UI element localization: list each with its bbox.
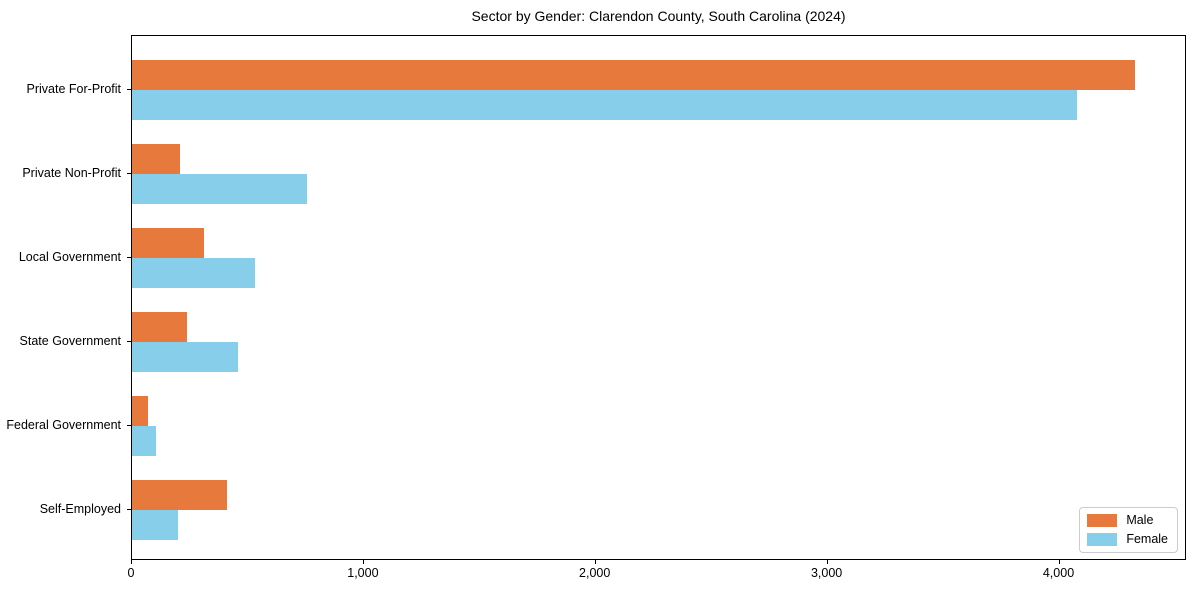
- y-tick: [127, 341, 131, 342]
- y-tick: [127, 257, 131, 258]
- legend-label: Male: [1126, 513, 1154, 527]
- bar-male-5: [132, 480, 228, 510]
- y-tick: [127, 425, 131, 426]
- bar-female-3: [132, 342, 238, 372]
- bar-male-4: [132, 396, 149, 426]
- bar-female-0: [132, 90, 1077, 120]
- x-tick-label: 1,000: [347, 566, 379, 580]
- bar-male-2: [132, 228, 204, 258]
- legend-item-male: Male: [1087, 513, 1168, 527]
- y-axis-label: State Government: [19, 334, 121, 348]
- y-tick: [127, 89, 131, 90]
- x-tick-label: 2,000: [579, 566, 611, 580]
- x-tick: [826, 560, 828, 564]
- legend-swatch-male: [1087, 513, 1118, 527]
- x-tick: [1058, 560, 1060, 564]
- legend-item-female: Female: [1087, 532, 1168, 546]
- x-tick: [594, 560, 596, 564]
- x-tick-label: 3,000: [810, 566, 843, 580]
- bar-male-3: [132, 312, 187, 342]
- y-axis-label: Private For-Profit: [26, 82, 121, 96]
- y-axis-label: Federal Government: [6, 418, 121, 432]
- x-tick-label: 0: [127, 566, 135, 580]
- y-axis-label: Self-Employed: [39, 502, 121, 516]
- legend: Male Female: [1079, 507, 1178, 553]
- bar-female-2: [132, 258, 255, 288]
- legend-label: Female: [1126, 532, 1168, 546]
- bar-male-1: [132, 144, 180, 174]
- y-tick: [127, 173, 131, 174]
- y-axis-label: Private Non-Profit: [22, 166, 121, 180]
- bar-female-1: [132, 174, 308, 204]
- x-tick-label: 4,000: [1042, 566, 1075, 580]
- y-tick: [127, 509, 131, 510]
- bar-female-5: [132, 510, 179, 540]
- legend-swatch-female: [1087, 532, 1118, 546]
- x-tick: [362, 560, 364, 564]
- bar-female-4: [132, 426, 157, 456]
- bar-male-0: [132, 60, 1135, 90]
- chart-title: Sector by Gender: Clarendon County, Sout…: [471, 8, 846, 24]
- x-tick: [131, 560, 132, 564]
- plot-area: Male Female: [131, 35, 1186, 560]
- y-axis-label: Local Government: [18, 250, 121, 264]
